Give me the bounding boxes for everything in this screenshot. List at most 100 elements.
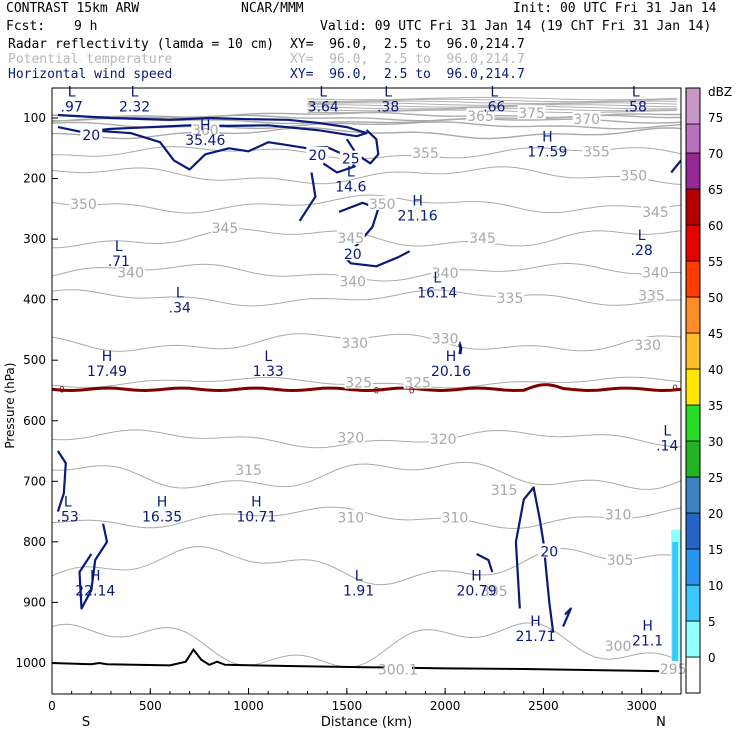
hl-marker-value: 20.79 — [457, 583, 497, 599]
field-name-wind: Horizontal wind speed — [8, 67, 173, 82]
theta-label-bg — [210, 220, 239, 235]
wind-speed-contour — [57, 113, 368, 138]
wind-speed-contour — [476, 553, 494, 573]
theta-label-bg — [619, 167, 648, 182]
wind-speed-contour — [78, 523, 109, 610]
surface-pressure-line — [52, 647, 674, 673]
theta-label-bg — [604, 506, 633, 521]
hl-marker-letter: H — [471, 568, 482, 584]
theta-label: 360 — [192, 123, 219, 139]
theta-label-bg — [633, 337, 662, 352]
theta-label-bg — [468, 229, 497, 244]
field-xy-wind: XY= 96.0, 2.5 to 96.0,214.7 — [290, 67, 525, 82]
theta-isoline — [52, 506, 681, 530]
field-name-reflectivity: Radar reflectivity (lamda = 10 cm) — [8, 37, 275, 52]
field-xy-reflectivity: XY= 96.0, 2.5 to 96.0,214.7 — [290, 37, 525, 52]
theta-isoline — [307, 106, 678, 110]
colorbar-swatch — [685, 620, 701, 658]
theta-label-bg — [440, 509, 469, 524]
colorbar-swatch — [685, 656, 701, 694]
theta-isoline — [52, 228, 681, 249]
y-tick-label: 600 — [23, 414, 46, 428]
theta-label-bg — [383, 661, 412, 676]
hl-marker-value: 1.91 — [343, 583, 374, 599]
theta-isoline — [52, 289, 681, 307]
x-tick-label: 2500 — [528, 699, 559, 713]
x-tick-label: 1000 — [233, 699, 264, 713]
x-tick-label: 1500 — [332, 699, 363, 713]
theta-isoline — [307, 98, 678, 103]
wind-label: 20 — [308, 148, 326, 164]
colorbar-swatch — [685, 296, 701, 334]
hl-marker-letter: L — [319, 85, 327, 101]
theta-label: 345 — [642, 205, 669, 221]
hl-marker-value: 21.1 — [632, 634, 663, 650]
theta-label-bg — [431, 265, 460, 280]
valid-time: Valid: 09 UTC Fri 31 Jan 14 (19 ChT Fri … — [320, 19, 712, 34]
theta-label-bg — [659, 661, 688, 676]
colorbar-level-label: 0 — [708, 651, 716, 665]
hl-marker-letter: H — [90, 568, 101, 584]
theta-label-bg — [69, 195, 98, 210]
theta-label-bg — [116, 264, 145, 279]
hl-marker-letter: H — [251, 495, 262, 511]
theta-isoline — [52, 194, 681, 214]
theta-label-bg — [336, 229, 365, 244]
theta-label: 340 — [432, 266, 459, 282]
model-title: CONTRAST 15km ARW — [6, 1, 140, 16]
axes — [51, 117, 662, 694]
hl-marker-value: 16.14 — [417, 286, 457, 302]
wind-contours — [56, 113, 681, 633]
surface-line — [52, 647, 674, 673]
theta-label: 320 — [337, 431, 364, 447]
colorbar — [685, 87, 701, 694]
wind-label: 20 — [82, 128, 100, 144]
field-name-theta: Potential temperature — [8, 52, 173, 67]
theta-label: 345 — [337, 231, 364, 247]
colorbar-swatch — [685, 512, 701, 550]
theta-isoline — [52, 461, 681, 490]
hl-marker-value: .53 — [57, 510, 79, 526]
theta-label: 330 — [634, 338, 661, 354]
center-title: NCAR/MMM — [241, 1, 304, 16]
theta-label-bg — [641, 203, 670, 218]
hl-marker-value: .97 — [61, 100, 83, 116]
wind-speed-contour — [514, 486, 555, 633]
theta-label-bg — [411, 145, 440, 160]
wind-speed-contour — [298, 172, 317, 222]
theta-label: 330 — [341, 336, 368, 352]
theta-isoline — [307, 100, 678, 104]
y-tick-label: 700 — [23, 474, 46, 488]
theta-label: 340 — [117, 265, 144, 281]
hl-marker-value: .38 — [377, 100, 399, 116]
theta-label: 345 — [212, 221, 239, 237]
colorbar-level-label: 50 — [708, 291, 723, 305]
theta-isoline — [52, 166, 681, 185]
theta-label-bg — [191, 122, 220, 137]
colorbar-level-label: 30 — [708, 435, 723, 449]
hl-marker-value: 1.33 — [253, 364, 284, 380]
hl-marker-value: 14.6 — [335, 180, 366, 196]
hl-marker-value: 2.32 — [119, 100, 150, 116]
theta-isoline — [307, 104, 678, 108]
y-tick-label: 1000 — [15, 656, 46, 670]
hl-marker-value: 17.49 — [87, 364, 127, 380]
theta-label-bg — [429, 430, 458, 445]
y-tick-label: 900 — [23, 595, 46, 609]
theta-label-bg — [604, 637, 633, 652]
colorbar-swatch — [685, 440, 701, 478]
wind-label: 20 — [540, 545, 558, 561]
hl-marker-letter: L — [355, 568, 363, 584]
hl-marker-value: 17.59 — [527, 144, 567, 160]
colorbar-level-label: 10 — [708, 579, 723, 593]
theta-isoline — [307, 102, 678, 106]
theta-label-bg — [336, 429, 365, 444]
y-tick-label: 500 — [23, 353, 46, 367]
hl-marker-letter: H — [642, 619, 653, 635]
theta-label: 320 — [430, 432, 457, 448]
wind-label-bg — [341, 246, 364, 261]
theta-label: 355 — [583, 144, 610, 160]
theta-label: 350 — [70, 197, 97, 213]
